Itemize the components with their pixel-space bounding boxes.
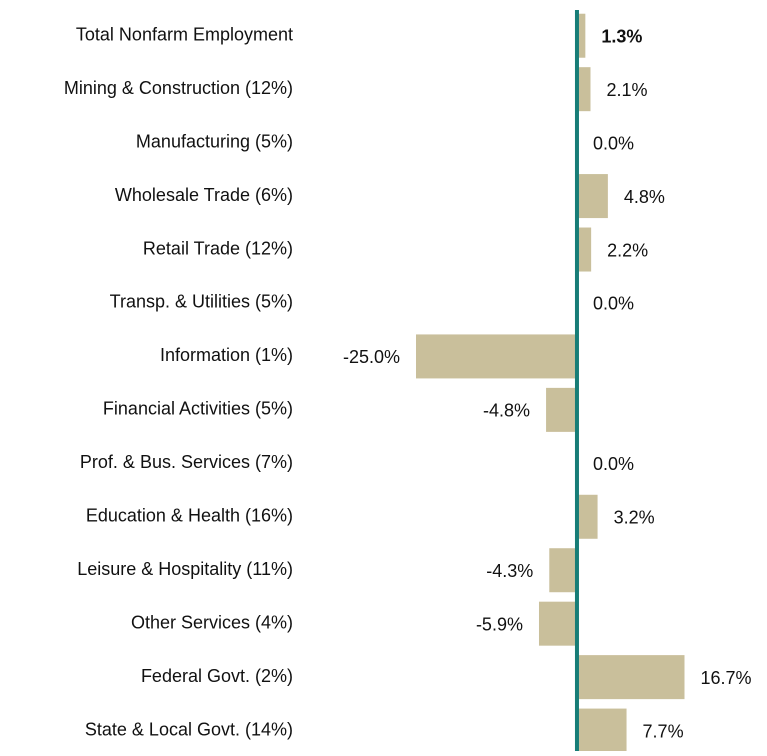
- category-label: Information (1%): [160, 345, 293, 365]
- bar: [576, 655, 685, 700]
- bar: [416, 334, 577, 379]
- category-label: Leisure & Hospitality (11%): [77, 559, 293, 579]
- category-label: Manufacturing (5%): [136, 131, 293, 151]
- value-label: 16.7%: [701, 668, 752, 688]
- bar: [538, 601, 577, 646]
- bar: [549, 548, 577, 593]
- category-label: Prof. & Bus. Services (7%): [80, 452, 293, 472]
- value-label: 0.0%: [593, 133, 634, 153]
- bar: [576, 174, 608, 219]
- value-label: -5.9%: [476, 614, 523, 634]
- value-label: 0.0%: [593, 294, 634, 314]
- category-label: State & Local Govt. (14%): [85, 719, 293, 739]
- category-label: Other Services (4%): [131, 612, 293, 632]
- category-label: Retail Trade (12%): [143, 238, 293, 258]
- value-label: 2.2%: [607, 240, 648, 260]
- category-label: Transp. & Utilities (5%): [110, 292, 293, 312]
- value-label: -4.3%: [486, 561, 533, 581]
- value-label: 2.1%: [606, 80, 647, 100]
- category-label: Total Nonfarm Employment: [76, 24, 293, 44]
- category-label: Financial Activities (5%): [103, 399, 293, 419]
- category-label: Mining & Construction (12%): [64, 78, 293, 98]
- category-label: Wholesale Trade (6%): [115, 185, 293, 205]
- bar: [576, 227, 592, 272]
- category-label: Federal Govt. (2%): [141, 666, 293, 686]
- value-label: 1.3%: [601, 26, 642, 46]
- value-label: -25.0%: [343, 347, 400, 367]
- value-label: 3.2%: [614, 508, 655, 528]
- value-label: 0.0%: [593, 454, 634, 474]
- category-label: Education & Health (16%): [86, 506, 293, 526]
- bar: [576, 708, 627, 753]
- value-label: 4.8%: [624, 187, 665, 207]
- bar: [576, 13, 586, 58]
- value-label: -4.8%: [483, 401, 530, 421]
- bar: [546, 387, 577, 432]
- bar: [576, 67, 591, 112]
- value-label: 7.7%: [643, 721, 684, 741]
- bar: [576, 494, 598, 539]
